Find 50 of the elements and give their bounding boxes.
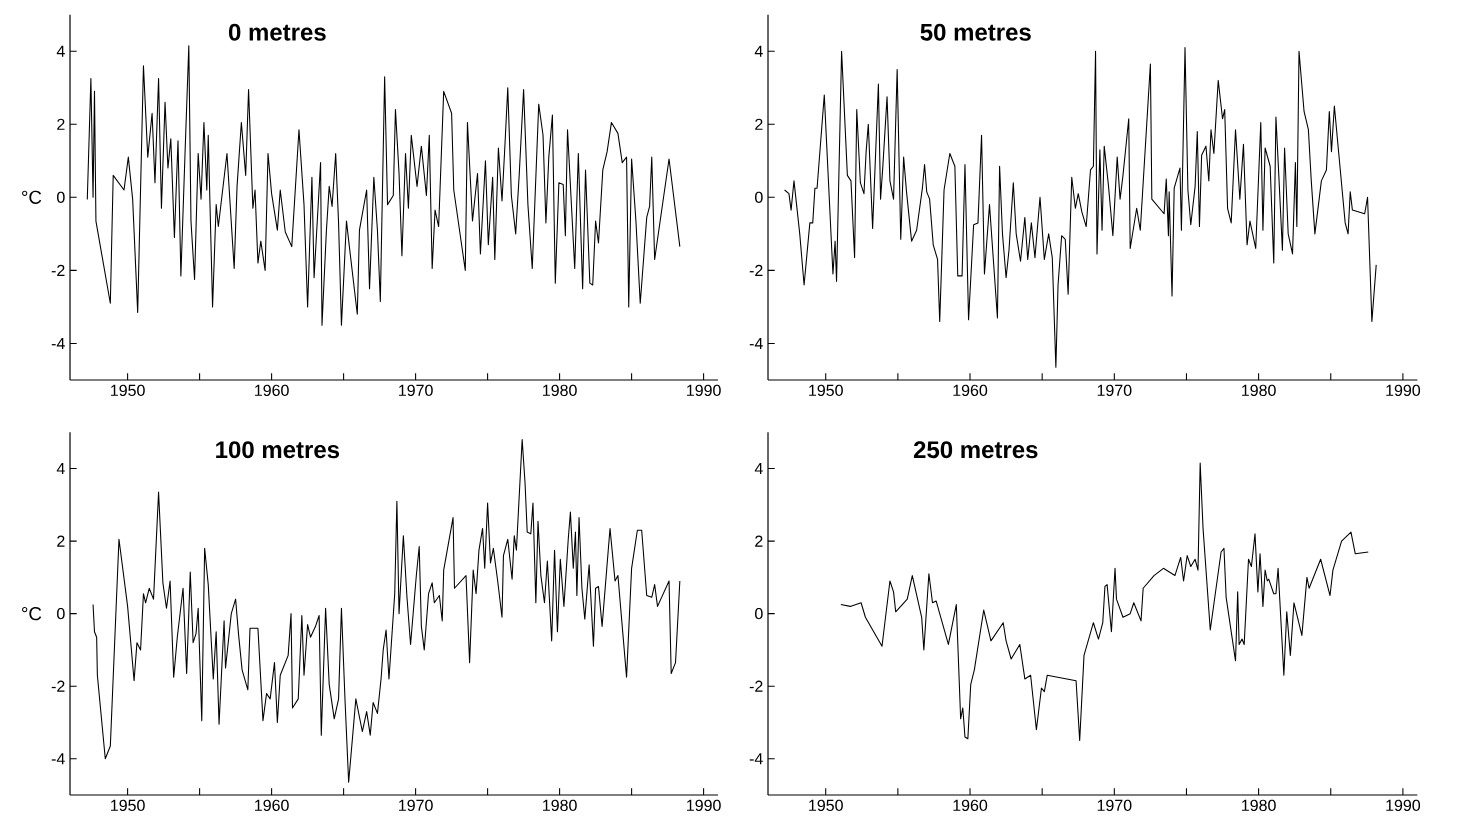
y-tick-label: -2 <box>749 264 763 276</box>
line-series <box>92 439 681 783</box>
y-tick-label: 0 <box>57 607 65 620</box>
y-tick-label: -2 <box>51 264 65 276</box>
y-tick-label: 2 <box>57 118 65 130</box>
y-tick-label: -2 <box>749 680 763 692</box>
line-series <box>840 462 1369 742</box>
y-tick-label: -4 <box>749 337 763 349</box>
y-tick-label: 4 <box>754 463 763 475</box>
x-tick-label: 1970 <box>1097 799 1132 812</box>
chart-title: 0 metres <box>228 23 326 41</box>
y-tick-label: 0 <box>57 191 65 203</box>
x-tick-label: 1960 <box>953 384 988 397</box>
y-tick-label: 2 <box>755 118 763 130</box>
y-tick-label: 4 <box>56 463 65 475</box>
chart-title: 100 metres <box>216 441 340 459</box>
y-tick-label: -4 <box>51 337 65 349</box>
x-tick-label: 1990 <box>1386 799 1421 812</box>
x-tick-label: 1960 <box>255 799 289 812</box>
y-tick-label: -4 <box>749 753 763 765</box>
y-tick-label: 0 <box>755 607 763 620</box>
x-tick-label: 1990 <box>1386 384 1421 397</box>
x-tick-label: 1990 <box>687 384 721 397</box>
x-tick-label: 1950 <box>111 384 145 397</box>
x-tick-label: 1950 <box>809 384 843 397</box>
y-axis-title: °C <box>22 607 42 621</box>
x-tick-label: 1950 <box>809 799 843 812</box>
x-tick-label: 1970 <box>1097 384 1132 397</box>
x-tick-label: 1980 <box>1242 799 1276 812</box>
y-tick-label: 4 <box>754 45 763 57</box>
x-tick-label: 1960 <box>255 384 289 397</box>
chart-title: 50 metres <box>920 23 1031 41</box>
y-tick-label: -4 <box>51 753 65 765</box>
y-tick-label: 2 <box>755 535 763 547</box>
chart-title: 250 metres <box>913 441 1038 459</box>
x-tick-label: 1970 <box>399 799 433 812</box>
line-series <box>784 46 1377 368</box>
y-axis-title: °C <box>22 190 42 204</box>
x-tick-label: 1980 <box>543 799 577 812</box>
x-tick-label: 1990 <box>687 799 721 812</box>
y-tick-label: 0 <box>755 191 763 203</box>
line-series <box>86 45 681 326</box>
x-tick-label: 1980 <box>1242 384 1276 397</box>
y-tick-label: -2 <box>51 680 65 692</box>
x-tick-label: 1970 <box>399 384 433 397</box>
x-tick-label: 1950 <box>111 799 145 812</box>
y-tick-label: 4 <box>56 45 65 57</box>
y-tick-label: 2 <box>57 535 65 547</box>
x-tick-label: 1960 <box>953 799 988 812</box>
x-tick-label: 1980 <box>543 384 577 397</box>
